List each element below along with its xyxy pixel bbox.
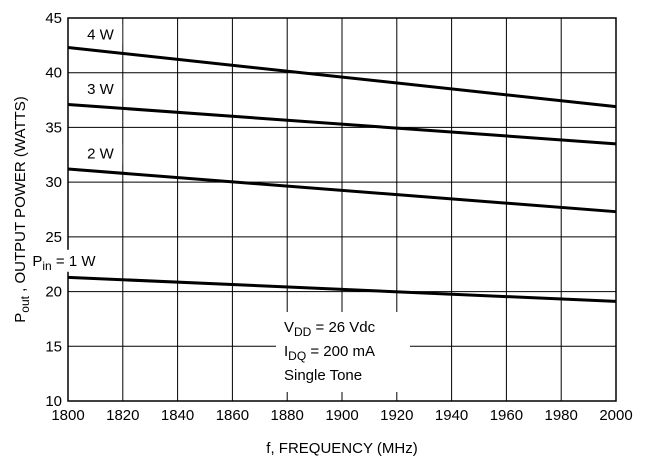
- x-tick-label: 2000: [599, 407, 632, 424]
- series-label: 2 W: [87, 146, 115, 163]
- series-line: [67, 275, 617, 303]
- series-label: 4 W: [87, 27, 115, 44]
- x-tick-label: 1800: [51, 407, 84, 424]
- series-label: 3 W: [87, 81, 115, 98]
- annotation-background: [276, 312, 410, 392]
- series-labels: 4 W 3 W 2 W Pin = 1 W: [28, 24, 123, 273]
- series-line: [67, 167, 617, 214]
- series-line: [67, 46, 617, 109]
- y-tick-label: 20: [45, 284, 62, 301]
- y-tick-label: 25: [45, 229, 62, 246]
- series-label-background: [84, 143, 123, 164]
- x-tick-labels: 1800 1820 1840 1860 1880 1900 1920 1940 1960 1980…: [51, 407, 632, 424]
- series-label-background: [84, 78, 123, 99]
- x-tick-label: 1860: [216, 407, 249, 424]
- series-label: Pin = 1 W: [32, 253, 96, 273]
- y-tick-labels: 10 15 20 25 30 35 40 45: [45, 10, 62, 410]
- x-tick-label: 1840: [161, 407, 194, 424]
- x-tick-label: 1940: [435, 407, 468, 424]
- annotation-line: IDQ = 200 mA: [284, 343, 375, 363]
- series-lines: [67, 46, 617, 303]
- x-tick-label: 1880: [271, 407, 304, 424]
- y-tick-label: 15: [45, 338, 62, 355]
- annotation-line: Single Tone: [284, 367, 362, 384]
- x-tick-label: 1820: [106, 407, 139, 424]
- series-label-background: [28, 249, 111, 272]
- annotation-line: VDD = 26 Vdc: [284, 319, 376, 339]
- x-axis-title: f, FREQUENCY (MHz): [266, 440, 417, 457]
- y-tick-label: 40: [45, 65, 62, 82]
- x-tick-label: 1920: [380, 407, 413, 424]
- annotation-box: VDD = 26 Vdc IDQ = 200 mA Single Tone: [276, 312, 410, 392]
- y-tick-label: 30: [45, 174, 62, 191]
- y-tick-label: 45: [45, 10, 62, 27]
- x-tick-label: 1980: [545, 407, 578, 424]
- x-tick-label: 1900: [325, 407, 358, 424]
- y-tick-label: 10: [45, 393, 62, 410]
- x-tick-label: 1960: [490, 407, 523, 424]
- series-label-background: [84, 24, 123, 45]
- y-axis-title: Pout , OUTPUT POWER (WATTS): [12, 96, 32, 322]
- series-line: [67, 102, 617, 146]
- y-tick-label: 35: [45, 119, 62, 136]
- plot-frame: [67, 17, 617, 402]
